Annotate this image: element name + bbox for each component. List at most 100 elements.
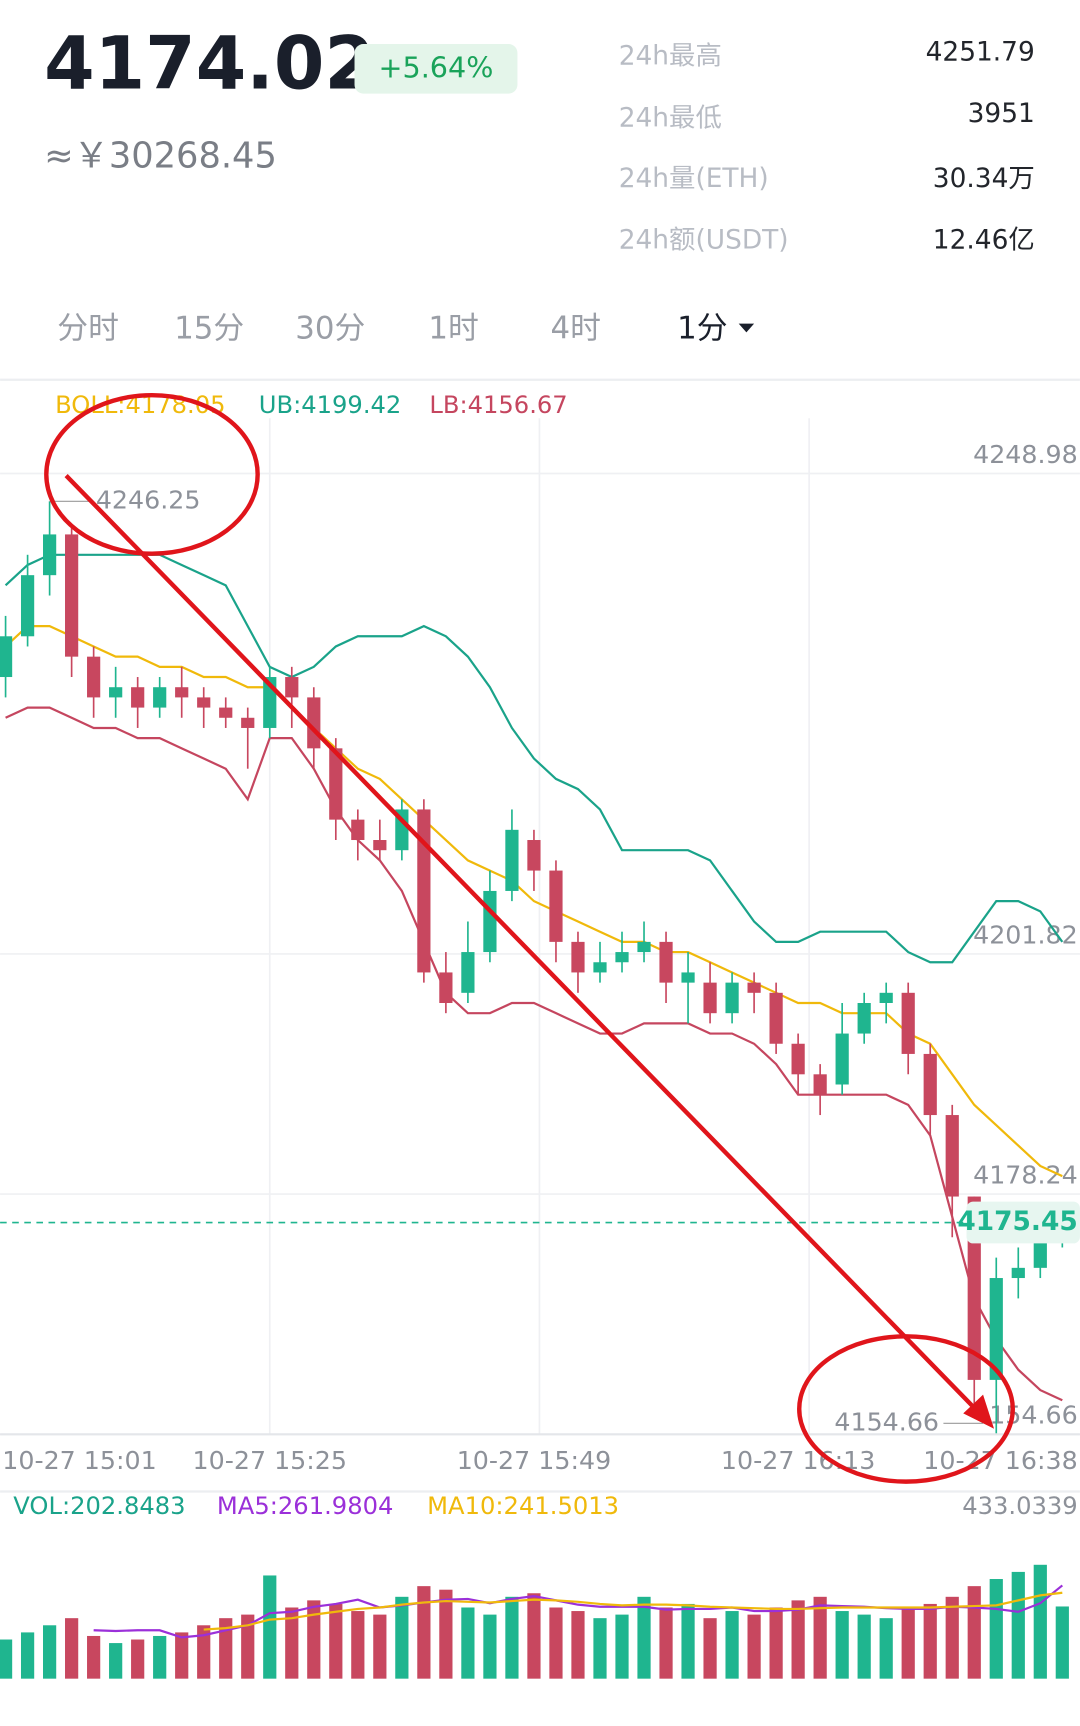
legend-entry: MA10:241.5013 [427,1492,619,1520]
band-line [4,553,1064,964]
volume-bar [813,1596,827,1679]
legend-entry: VOL:202.8483 [13,1492,185,1520]
high-label: 4246.25 [96,485,201,514]
volume-bar [989,1579,1003,1679]
stat-label: 24h额(USDT) [619,225,789,256]
x-tick-label: 10-27 16:38 [923,1446,1077,1475]
volume-bar [87,1635,101,1679]
volume-bar [659,1607,673,1679]
candle-body [0,636,13,678]
legend-entry: UB:4199.42 [259,391,402,419]
candle-body [549,870,563,942]
volume-bar [945,1596,959,1679]
volume-bar [131,1639,145,1679]
volume-bar [725,1611,739,1679]
candle-body [835,1033,849,1085]
volume-bar [307,1600,321,1679]
candle-body [879,992,893,1003]
volume-bar [285,1607,299,1679]
volume-bar [219,1618,233,1679]
candle-body [197,697,211,708]
volume-bar [351,1611,365,1679]
volume-bar [923,1603,937,1679]
tab[interactable]: 30分 [295,311,365,347]
candle-body [483,890,497,953]
candle-body [989,1278,1003,1380]
stat-label: 24h量(ETH) [619,163,769,194]
candle-body [175,687,189,698]
stat-value: 3951 [968,98,1035,129]
volume-bar [549,1607,563,1679]
x-tick-label: 10-27 15:49 [457,1446,611,1475]
stat-label: 24h最低 [619,102,722,133]
tab[interactable]: 分时 [57,311,119,347]
dropdown-icon[interactable] [738,323,755,333]
user-drawing [44,392,1015,1484]
volume-bar [263,1575,277,1679]
volume-bar [879,1618,893,1679]
candle-body [87,656,101,698]
volume-bar [967,1586,981,1679]
candle-body [593,962,607,973]
volume-bar [681,1603,695,1679]
volume-bar [153,1635,167,1679]
candle-body [20,575,35,637]
change: +5.64% [379,50,494,84]
price: 4174.02 [44,22,375,106]
low-label: 4154.66 [834,1407,939,1436]
candle-body [725,982,739,1014]
volume-bar [20,1632,35,1679]
candle-body [659,941,673,983]
candle-body [285,677,299,698]
candle-body [681,972,695,983]
volume-bar [901,1607,915,1679]
legend-entry: LB:4156.67 [429,391,567,419]
candle-body [571,941,585,973]
candle-body [703,982,717,1014]
change-badge [354,44,518,94]
volume-bar [835,1611,849,1679]
band-line [5,706,1063,1402]
y-tick-label: 433.0339 [962,1492,1078,1520]
volume-bar [43,1625,57,1679]
candle-body [615,952,629,963]
candle-body [439,972,453,1003]
stat-value: 4251.79 [926,36,1035,67]
volume-bar [769,1607,783,1679]
volume-bar [373,1614,387,1679]
candle-body [769,992,783,1044]
tab-active[interactable]: 1分 [677,311,727,347]
volume-bar [109,1643,123,1679]
tab[interactable]: 4时 [551,311,601,347]
candle-body [1033,1237,1047,1268]
last-price-label: 4175.45 [957,1206,1077,1237]
volume-bar [527,1593,541,1679]
volume-bar [461,1607,475,1679]
candle-body [373,840,387,851]
ma-line [93,1584,1064,1639]
volume-bar [593,1618,607,1679]
candle-body [505,829,519,891]
y-tick-label: 4248.98 [973,440,1078,469]
candle-body [109,687,123,698]
circle [44,392,260,556]
volume-bar [417,1586,431,1679]
volume-bar [1011,1571,1025,1679]
y-tick-label: 4201.82 [973,920,1078,949]
candle-body [1011,1267,1025,1279]
tab[interactable]: 1时 [428,311,478,347]
volume-bar [571,1611,585,1679]
tab[interactable]: 15分 [174,311,244,347]
volume-bar [791,1600,805,1679]
volume-bar [395,1596,409,1679]
volume-bar [483,1614,497,1679]
candle-body [901,992,915,1054]
stat-value: 30.34万 [933,163,1035,194]
candle-body [791,1043,805,1075]
legend-entry: MA5:261.9804 [217,1492,393,1520]
candle-body [747,982,761,993]
stat-label: 24h最高 [619,41,722,72]
chart-layer: 4248.984201.824178.244154.66BOLL:4178.05… [0,391,1080,1679]
